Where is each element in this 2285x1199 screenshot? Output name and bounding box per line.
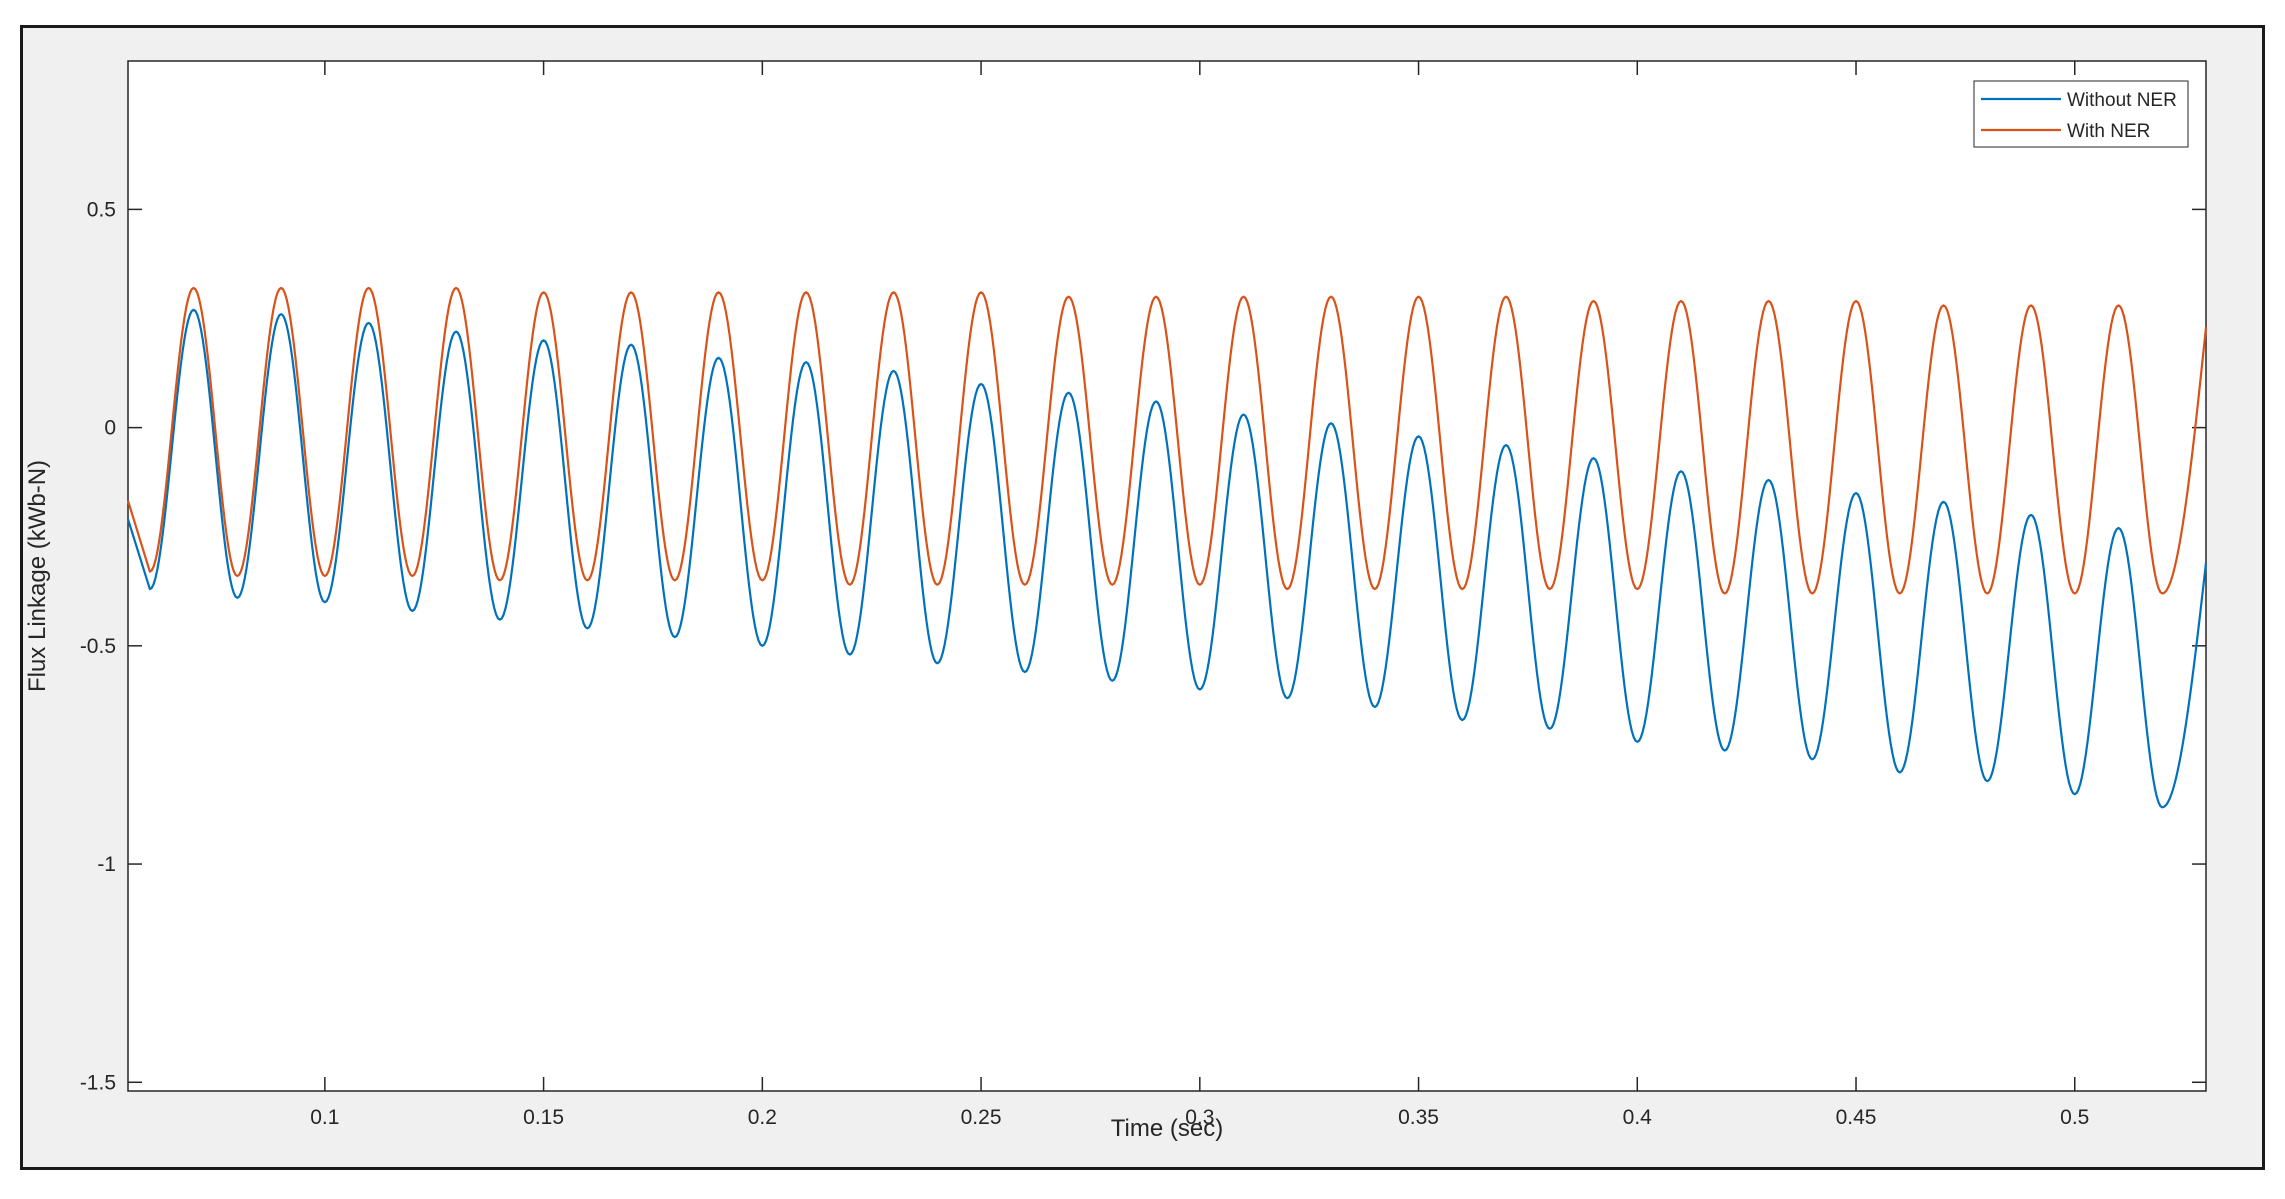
x-axis-title: Time (sec) [1111,1115,1223,1142]
x-tick-label: 0.35 [1398,1106,1439,1129]
x-tick-label: 0.45 [1836,1106,1877,1129]
y-axis-title: Flux Linkage (kWb-N) [24,460,51,692]
figure-frame: 0.1 0.15 0.2 0.25 0.3 0.35 0.4 0.45 0.5 0.5 0 -0.5 -… [20,25,2265,1170]
series-lines [126,286,2208,809]
y-tick-label: 0.5 [87,198,116,221]
y-tick-label: -1 [97,853,116,876]
legend-box [1973,80,2189,148]
legend: Without NER With NER [1973,80,2189,148]
axis-ticks: 0.1 0.15 0.2 0.25 0.3 0.35 0.4 0.45 0.5 0.5 0 -0.5 -… [80,61,2206,1129]
x-tick-label: 0.15 [523,1106,564,1129]
plot-area [127,60,2207,1092]
x-tick-label: 0.25 [961,1106,1002,1129]
y-tick-label: -0.5 [80,635,116,658]
series-line-without-ner [126,308,2208,809]
x-tick-label: 0.1 [310,1106,339,1129]
x-tick-label: 0.3 [1185,1106,1214,1129]
x-tick-label: 0.4 [1623,1106,1653,1129]
line-chart: 0.1 0.15 0.2 0.25 0.3 0.35 0.4 0.45 0.5 0.5 0 -0.5 -… [24,60,2208,1142]
x-tick-label: 0.2 [748,1106,777,1129]
y-tick-label: 0 [104,417,116,440]
y-tick-label: -1.5 [80,1071,116,1094]
x-tick-label: 0.5 [2060,1106,2089,1129]
series-line-with-ner [126,286,2208,595]
legend-label-with-ner: With NER [2067,121,2150,142]
legend-label-without-ner: Without NER [2067,90,2177,111]
